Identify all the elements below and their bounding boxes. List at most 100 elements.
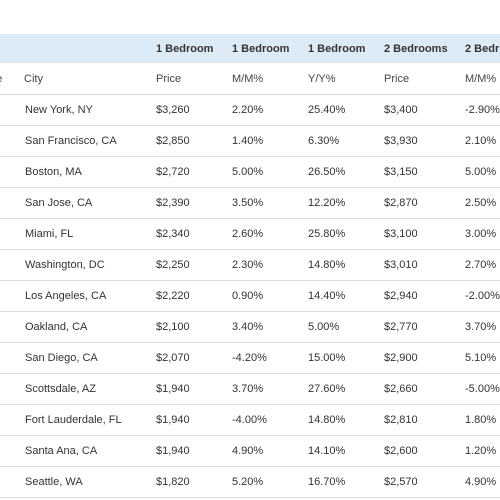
yy-1br-cell: 25.80% — [308, 218, 384, 250]
price-2br-cell: $2,810 — [384, 404, 465, 436]
rank-cell — [0, 249, 24, 281]
mm-2br-cell: 2.10% — [465, 125, 500, 157]
mm-2br-cell: 2.70% — [465, 249, 500, 281]
column-header-rank[interactable]: ge — [0, 63, 24, 95]
price-2br-cell: $3,400 — [384, 94, 465, 126]
rank-cell — [0, 187, 24, 219]
price-2br-cell: $2,660 — [384, 373, 465, 405]
rank-cell — [0, 373, 24, 405]
price-2br-cell: $2,870 — [384, 187, 465, 219]
yy-1br-cell: 27.60% — [308, 373, 384, 405]
city-cell: Santa Ana, CA — [24, 435, 156, 467]
mm-1br-cell: 3.70% — [232, 373, 308, 405]
city-cell: Scottsdale, AZ — [24, 373, 156, 405]
table-row: Fort Lauderdale, FL $1,940 -4.00% 14.80% $2,… — [0, 404, 500, 436]
price-1br-cell: $2,720 — [156, 156, 232, 188]
table-row: Scottsdale, AZ $1,940 3.70% 27.60% $2,660 -5.… — [0, 373, 500, 405]
city-cell: Fort Lauderdale, FL — [24, 404, 156, 436]
group-header-2br-price: 2 Bedrooms — [384, 34, 465, 63]
rent-table: 1 Bedroom 1 Bedroom 1 Bedroom 2 Bedrooms… — [0, 34, 500, 498]
price-1br-cell: $2,100 — [156, 311, 232, 343]
price-1br-cell: $1,820 — [156, 466, 232, 498]
rank-cell — [0, 404, 24, 436]
table-row: Boston, MA $2,720 5.00% 26.50% $3,150 5.00% — [0, 156, 500, 188]
table-row: San Francisco, CA $2,850 1.40% 6.30% $3,930 2… — [0, 125, 500, 157]
mm-2br-cell: 5.10% — [465, 342, 500, 374]
table-row: New York, NY $3,260 2.20% 25.40% $3,400 -2.90… — [0, 94, 500, 126]
table-body: New York, NY $3,260 2.20% 25.40% $3,400 -2.90… — [0, 94, 500, 498]
city-cell: Miami, FL — [24, 218, 156, 250]
column-header-1br-mm[interactable]: M/M% — [232, 63, 308, 95]
rank-cell — [0, 280, 24, 312]
column-header-2br-mm[interactable]: M/M% — [465, 63, 500, 95]
yy-1br-cell: 14.10% — [308, 435, 384, 467]
price-2br-cell: $2,770 — [384, 311, 465, 343]
rank-cell — [0, 311, 24, 343]
group-header-2br-mm: 2 Bedr — [465, 34, 500, 63]
city-cell: Los Angeles, CA — [24, 280, 156, 312]
mm-2br-cell: 4.90% — [465, 466, 500, 498]
table-row: San Diego, CA $2,070 -4.20% 15.00% $2,900 5.1… — [0, 342, 500, 374]
rank-cell — [0, 125, 24, 157]
yy-1br-cell: 14.80% — [308, 404, 384, 436]
mm-1br-cell: 5.20% — [232, 466, 308, 498]
yy-1br-cell: 14.40% — [308, 280, 384, 312]
price-2br-cell: $3,930 — [384, 125, 465, 157]
price-2br-cell: $2,570 — [384, 466, 465, 498]
column-header-1br-price[interactable]: Price — [156, 63, 232, 95]
rank-cell — [0, 342, 24, 374]
yy-1br-cell: 26.50% — [308, 156, 384, 188]
city-cell: San Jose, CA — [24, 187, 156, 219]
table-row: Los Angeles, CA $2,220 0.90% 14.40% $2,940 -2… — [0, 280, 500, 312]
column-header-1br-yy[interactable]: Y/Y% — [308, 63, 384, 95]
mm-1br-cell: 2.20% — [232, 94, 308, 126]
price-1br-cell: $1,940 — [156, 404, 232, 436]
group-header-row: 1 Bedroom 1 Bedroom 1 Bedroom 2 Bedrooms… — [0, 34, 500, 63]
table-row: Seattle, WA $1,820 5.20% 16.70% $2,570 4.90% — [0, 466, 500, 498]
price-1br-cell: $2,070 — [156, 342, 232, 374]
mm-2br-cell: 2.50% — [465, 187, 500, 219]
mm-2br-cell: 5.00% — [465, 156, 500, 188]
city-cell: Oakland, CA — [24, 311, 156, 343]
table-row: Washington, DC $2,250 2.30% 14.80% $3,010 2.7… — [0, 249, 500, 281]
price-1br-cell: $2,850 — [156, 125, 232, 157]
mm-1br-cell: 1.40% — [232, 125, 308, 157]
sub-header-row: ge City Price M/M% Y/Y% Price M/M% — [0, 63, 500, 95]
group-header-1br-price: 1 Bedroom — [156, 34, 232, 63]
column-header-city[interactable]: City — [24, 63, 156, 95]
table-row: San Jose, CA $2,390 3.50% 12.20% $2,870 2.50% — [0, 187, 500, 219]
city-cell: San Francisco, CA — [24, 125, 156, 157]
yy-1br-cell: 16.70% — [308, 466, 384, 498]
city-cell: Seattle, WA — [24, 466, 156, 498]
price-2br-cell: $2,600 — [384, 435, 465, 467]
yy-1br-cell: 6.30% — [308, 125, 384, 157]
group-header-1br-mm: 1 Bedroom — [232, 34, 308, 63]
price-2br-cell: $3,100 — [384, 218, 465, 250]
table-row: Santa Ana, CA $1,940 4.90% 14.10% $2,600 1.20… — [0, 435, 500, 467]
price-2br-cell: $3,150 — [384, 156, 465, 188]
yy-1br-cell: 5.00% — [308, 311, 384, 343]
price-2br-cell: $2,940 — [384, 280, 465, 312]
yy-1br-cell: 15.00% — [308, 342, 384, 374]
group-header-city — [24, 34, 156, 63]
price-2br-cell: $2,900 — [384, 342, 465, 374]
price-1br-cell: $2,340 — [156, 218, 232, 250]
mm-1br-cell: 3.40% — [232, 311, 308, 343]
city-cell: Boston, MA — [24, 156, 156, 188]
yy-1br-cell: 14.80% — [308, 249, 384, 281]
column-header-2br-price[interactable]: Price — [384, 63, 465, 95]
top-blank-area — [0, 0, 500, 34]
yy-1br-cell: 12.20% — [308, 187, 384, 219]
price-1br-cell: $2,390 — [156, 187, 232, 219]
price-1br-cell: $3,260 — [156, 94, 232, 126]
rank-cell — [0, 435, 24, 467]
rank-cell — [0, 466, 24, 498]
price-1br-cell: $2,220 — [156, 280, 232, 312]
city-cell: San Diego, CA — [24, 342, 156, 374]
yy-1br-cell: 25.40% — [308, 94, 384, 126]
price-1br-cell: $1,940 — [156, 435, 232, 467]
mm-1br-cell: 0.90% — [232, 280, 308, 312]
mm-2br-cell: -2.90% — [465, 94, 500, 126]
mm-2br-cell: 1.20% — [465, 435, 500, 467]
